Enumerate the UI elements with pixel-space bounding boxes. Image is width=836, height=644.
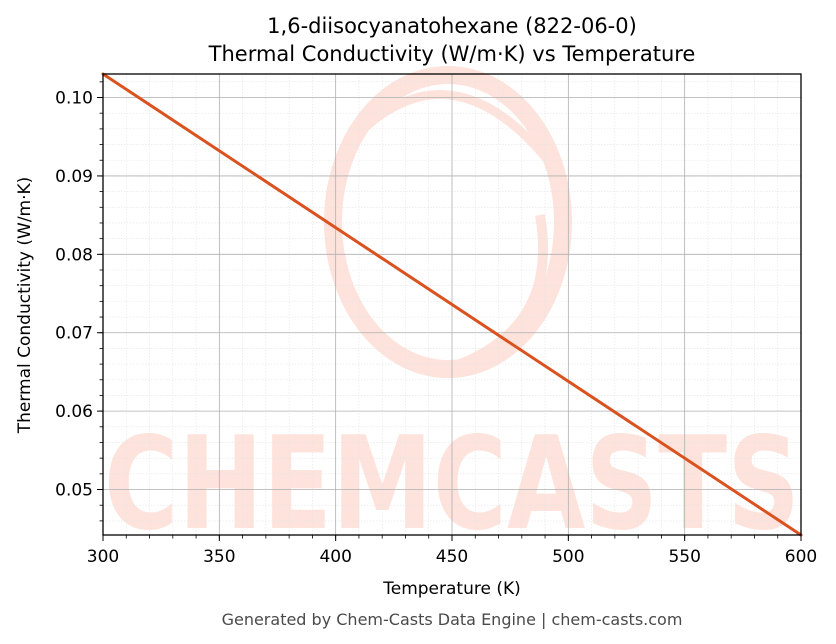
chart-title: 1,6-diisocyanatohexane (822-06-0) [267,14,637,38]
x-tick-label: 400 [319,547,351,567]
thermal-conductivity-line [101,72,803,537]
x-tick-label: 600 [785,547,817,567]
y-tick-label: 0.07 [55,324,93,344]
x-tick-label: 450 [436,547,468,567]
x-tick-labels: 300 350 400 450 500 550 600 [87,547,817,567]
y-tick-labels: 0.05 0.06 0.07 0.08 0.09 0.10 [55,89,93,501]
y-tick-label: 0.06 [55,402,93,422]
footer-credit: Generated by Chem-Casts Data Engine | ch… [222,610,683,629]
series-layer [101,72,803,537]
major-gridlines [102,74,802,535]
y-tick-label: 0.05 [55,481,93,501]
axis-ticks [97,81,802,541]
y-tick-label: 0.09 [55,167,93,187]
y-axis-label: Thermal Conductivity (W/m·K) [15,177,35,435]
y-tick-label: 0.08 [55,245,93,265]
x-tick-label: 500 [552,547,584,567]
chart-subtitle: Thermal Conductivity (W/m·K) vs Temperat… [208,42,696,66]
x-tick-label: 300 [87,547,119,567]
x-tick-label: 350 [203,547,235,567]
x-axis-label: Temperature (K) [382,579,521,599]
watermark-swirl-logo [324,66,572,378]
x-tick-label: 550 [668,547,700,567]
y-tick-label: 0.10 [55,89,93,109]
